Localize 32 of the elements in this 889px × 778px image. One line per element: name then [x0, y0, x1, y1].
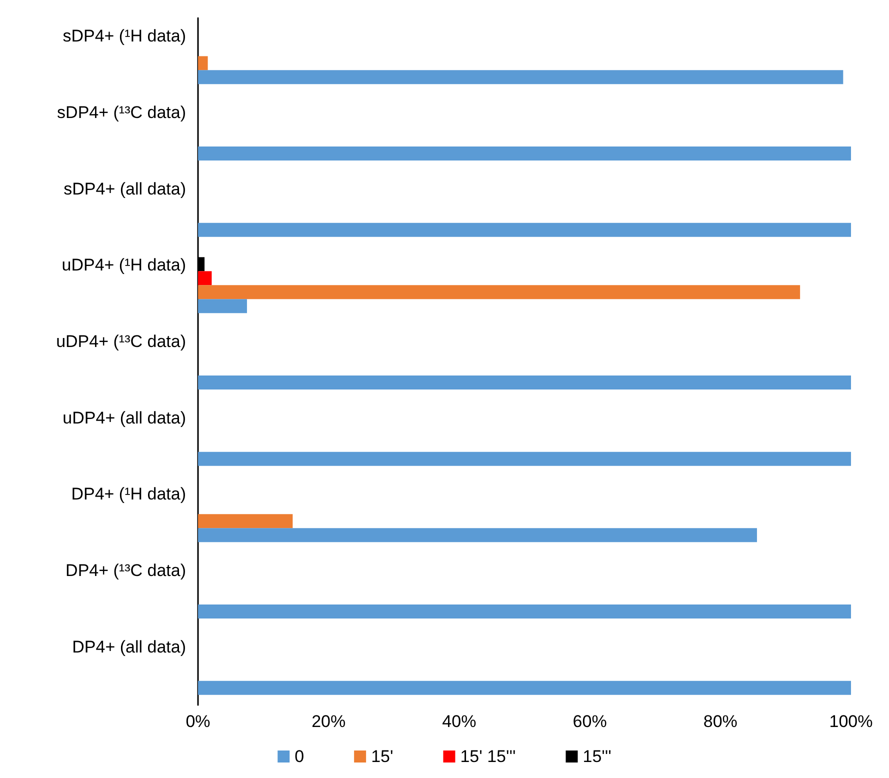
bar [198, 376, 851, 390]
legend-label: 15' 15''' [460, 747, 516, 766]
x-tick-label: 60% [572, 712, 607, 731]
bar [198, 680, 851, 695]
bar [198, 146, 851, 160]
x-tick-label: 40% [442, 712, 476, 731]
bar [198, 514, 293, 528]
bar [198, 271, 212, 286]
y-tick-label: DP4+ (¹³C data) [66, 561, 186, 580]
legend-label: 15''' [582, 747, 612, 766]
x-tick-label: 20% [312, 712, 346, 731]
y-tick-label: uDP4+ (¹H data) [62, 256, 186, 275]
bar [198, 452, 851, 466]
x-tick-label: 80% [703, 712, 738, 731]
bar [198, 604, 851, 618]
legend-label: 0 [294, 747, 304, 766]
bar [198, 70, 844, 84]
y-tick-label: sDP4+ (all data) [64, 179, 186, 198]
y-tick-label: uDP4+ (¹³C data) [56, 332, 186, 351]
bar [198, 528, 757, 542]
x-tick-label: 100% [829, 712, 873, 731]
y-tick-label: uDP4+ (all data) [62, 408, 186, 428]
y-tick-label: sDP4+ (¹³C data) [57, 103, 186, 122]
legend-label: 15' [371, 747, 394, 766]
bar [198, 222, 851, 237]
bar [198, 285, 800, 300]
bar [198, 56, 208, 70]
y-tick-label: DP4+ (all data) [72, 637, 186, 656]
x-tick-label: 0% [186, 712, 210, 731]
bar [198, 299, 247, 314]
y-tick-label: DP4+ (¹H data) [71, 484, 186, 504]
y-tick-label: sDP4+ (¹H data) [62, 26, 186, 46]
